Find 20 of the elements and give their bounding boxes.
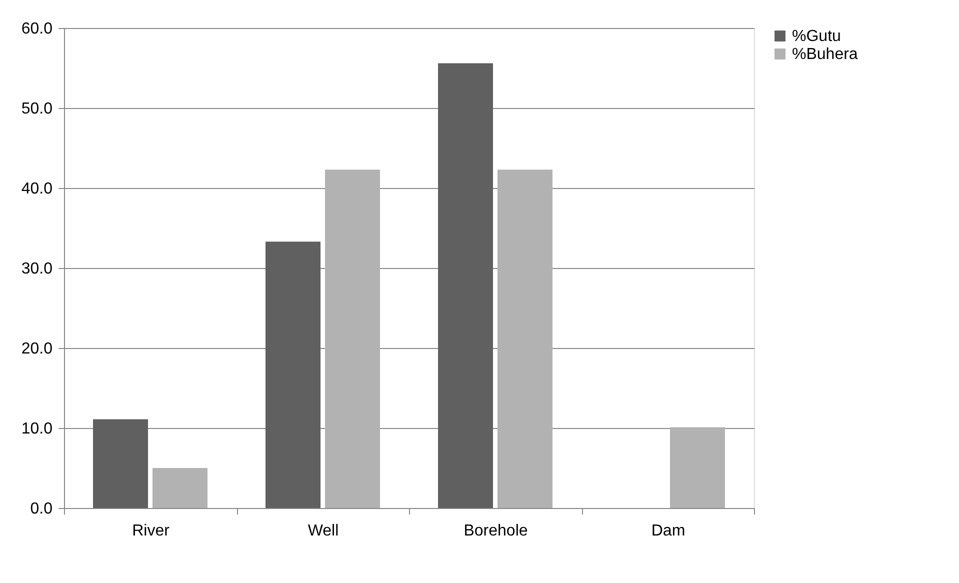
bar	[438, 63, 494, 508]
y-tick-label: 20.0	[21, 340, 53, 358]
bar	[93, 419, 148, 508]
y-tick-label: 10.0	[21, 420, 53, 438]
x-tick-label: River	[132, 522, 170, 540]
y-tick-label: 0.0	[30, 500, 53, 518]
x-tick-label: Borehole	[464, 522, 528, 540]
bar	[324, 170, 380, 508]
legend-label: %Gutu	[792, 28, 841, 45]
x-tick-label: Well	[308, 522, 339, 540]
y-tick-label: 60.0	[21, 20, 53, 38]
x-tick-label: Dam	[651, 522, 686, 540]
legend-label: %Buhera	[792, 46, 858, 63]
bar	[497, 170, 552, 508]
y-tick-label: 50.0	[21, 100, 53, 118]
bar	[670, 427, 725, 508]
y-tick-label: 30.0	[21, 260, 53, 278]
y-tick-label: 40.0	[21, 180, 53, 198]
bar	[152, 468, 208, 508]
bar	[266, 242, 321, 508]
